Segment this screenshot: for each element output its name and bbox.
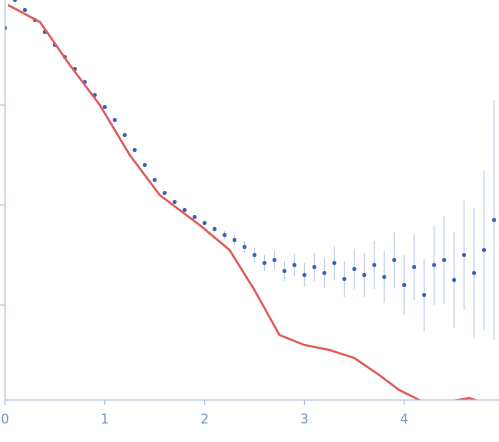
x-tick-label: 3: [300, 413, 308, 428]
data-point: [302, 273, 307, 277]
fit-line: [7, 4, 479, 400]
data-point: [152, 178, 157, 182]
x-tick-label: 1: [101, 413, 109, 428]
data-point: [322, 271, 327, 275]
data-point: [342, 277, 347, 281]
data-point: [332, 261, 337, 265]
x-tick-label: 2: [200, 413, 208, 428]
data-point: [432, 263, 437, 267]
data-point: [112, 118, 117, 122]
data-point: [202, 221, 207, 225]
data-point: [422, 293, 427, 297]
data-point: [402, 283, 407, 287]
data-point: [462, 253, 467, 257]
data-point: [482, 248, 487, 252]
data-point: [162, 191, 167, 195]
data-point: [192, 215, 197, 219]
data-point: [132, 148, 137, 152]
data-point: [272, 258, 277, 262]
data-point: [232, 238, 237, 242]
data-point: [242, 245, 247, 249]
data-point: [222, 233, 227, 237]
plot-area: [5, 0, 497, 400]
data-point: [252, 253, 257, 257]
data-point: [372, 263, 377, 267]
data-point: [12, 0, 17, 2]
data-point: [352, 267, 357, 271]
data-point: [142, 163, 147, 167]
data-point: [442, 258, 447, 262]
data-point: [452, 278, 457, 282]
data-point: [22, 8, 27, 12]
data-point: [182, 208, 187, 212]
data-point: [282, 269, 287, 273]
data-point: [122, 133, 127, 137]
data-point: [292, 263, 297, 267]
data-point: [492, 218, 497, 222]
data-point: [392, 258, 397, 262]
data-point: [382, 275, 387, 279]
data-point: [212, 227, 217, 231]
data-point: [412, 265, 417, 269]
data-point: [102, 105, 107, 109]
data-point: [312, 265, 317, 269]
data-point: [362, 273, 367, 277]
data-point: [172, 200, 177, 204]
data-point: [472, 271, 477, 275]
data-point: [262, 261, 267, 265]
x-tick-label: 0: [1, 413, 9, 428]
x-tick-label: 4: [400, 413, 408, 428]
